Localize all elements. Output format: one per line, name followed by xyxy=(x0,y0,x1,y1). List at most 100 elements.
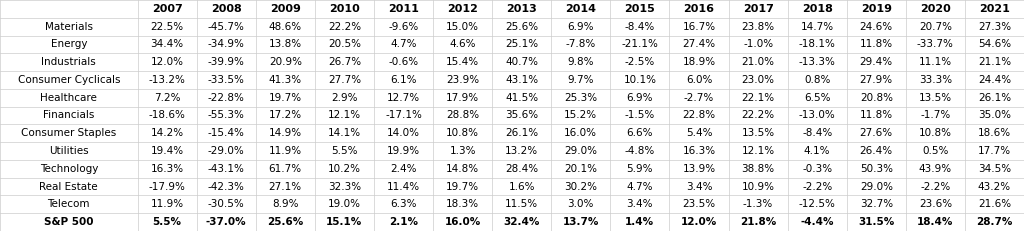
Text: 31.5%: 31.5% xyxy=(858,217,894,227)
Text: -15.4%: -15.4% xyxy=(208,128,245,138)
Text: 5.4%: 5.4% xyxy=(686,128,713,138)
Text: -21.1%: -21.1% xyxy=(622,40,658,49)
Text: 0.8%: 0.8% xyxy=(804,75,830,85)
Text: 10.8%: 10.8% xyxy=(919,128,952,138)
Text: 10.2%: 10.2% xyxy=(328,164,360,174)
Text: 12.7%: 12.7% xyxy=(387,93,420,103)
Text: S&P 500: S&P 500 xyxy=(44,217,93,227)
Text: 12.1%: 12.1% xyxy=(741,146,774,156)
Text: 27.3%: 27.3% xyxy=(978,22,1011,32)
Text: -2.5%: -2.5% xyxy=(625,57,655,67)
Text: 21.1%: 21.1% xyxy=(978,57,1011,67)
Text: Energy: Energy xyxy=(50,40,87,49)
Text: -18.6%: -18.6% xyxy=(148,110,185,121)
Text: -39.9%: -39.9% xyxy=(208,57,245,67)
Text: -9.6%: -9.6% xyxy=(388,22,419,32)
Text: 18.4%: 18.4% xyxy=(918,217,953,227)
Text: 14.9%: 14.9% xyxy=(268,128,302,138)
Text: 27.9%: 27.9% xyxy=(860,75,893,85)
Text: 20.9%: 20.9% xyxy=(268,57,302,67)
Text: 2020: 2020 xyxy=(920,4,950,14)
Text: 4.6%: 4.6% xyxy=(450,40,476,49)
Text: 2.9%: 2.9% xyxy=(331,93,357,103)
Text: 21.0%: 21.0% xyxy=(741,57,774,67)
Text: 26.4%: 26.4% xyxy=(860,146,893,156)
Text: 2.1%: 2.1% xyxy=(389,217,418,227)
Text: 16.3%: 16.3% xyxy=(682,146,716,156)
Text: 26.1%: 26.1% xyxy=(505,128,539,138)
Text: -17.9%: -17.9% xyxy=(148,182,185,191)
Text: 20.8%: 20.8% xyxy=(860,93,893,103)
Text: 30.2%: 30.2% xyxy=(564,182,597,191)
Text: 14.1%: 14.1% xyxy=(328,128,360,138)
Text: 27.4%: 27.4% xyxy=(682,40,716,49)
Text: 41.3%: 41.3% xyxy=(268,75,302,85)
Text: 23.8%: 23.8% xyxy=(741,22,774,32)
Text: 6.9%: 6.9% xyxy=(567,22,594,32)
Text: 22.1%: 22.1% xyxy=(741,93,774,103)
Text: 11.4%: 11.4% xyxy=(387,182,420,191)
Text: 19.7%: 19.7% xyxy=(446,182,479,191)
Text: -30.5%: -30.5% xyxy=(208,199,245,209)
Text: 20.1%: 20.1% xyxy=(564,164,597,174)
Text: 32.4%: 32.4% xyxy=(504,217,540,227)
Text: 2021: 2021 xyxy=(979,4,1010,14)
Text: Real Estate: Real Estate xyxy=(40,182,98,191)
Text: -12.5%: -12.5% xyxy=(799,199,836,209)
Text: -1.5%: -1.5% xyxy=(625,110,655,121)
Text: 20.5%: 20.5% xyxy=(328,40,360,49)
Text: Utilities: Utilities xyxy=(49,146,89,156)
Text: 17.9%: 17.9% xyxy=(446,93,479,103)
Text: 40.7%: 40.7% xyxy=(505,57,539,67)
Text: 2009: 2009 xyxy=(270,4,301,14)
Text: 27.7%: 27.7% xyxy=(328,75,360,85)
Text: -13.3%: -13.3% xyxy=(799,57,836,67)
Text: 19.7%: 19.7% xyxy=(268,93,302,103)
Text: 10.9%: 10.9% xyxy=(741,182,774,191)
Text: -33.7%: -33.7% xyxy=(916,40,953,49)
Text: -8.4%: -8.4% xyxy=(802,128,833,138)
Text: 16.7%: 16.7% xyxy=(682,22,716,32)
Text: -13.2%: -13.2% xyxy=(148,75,185,85)
Text: 25.6%: 25.6% xyxy=(267,217,303,227)
Text: 21.8%: 21.8% xyxy=(740,217,776,227)
Text: 13.5%: 13.5% xyxy=(741,128,774,138)
Text: 29.0%: 29.0% xyxy=(860,182,893,191)
Text: -0.6%: -0.6% xyxy=(388,57,419,67)
Text: 24.4%: 24.4% xyxy=(978,75,1011,85)
Text: 15.2%: 15.2% xyxy=(564,110,597,121)
Text: 11.8%: 11.8% xyxy=(860,40,893,49)
Text: 22.2%: 22.2% xyxy=(328,22,360,32)
Text: 3.4%: 3.4% xyxy=(686,182,713,191)
Text: 23.5%: 23.5% xyxy=(682,199,716,209)
Text: 2.4%: 2.4% xyxy=(390,164,417,174)
Text: 19.0%: 19.0% xyxy=(328,199,360,209)
Text: 4.7%: 4.7% xyxy=(390,40,417,49)
Text: -1.3%: -1.3% xyxy=(743,199,773,209)
Text: 28.4%: 28.4% xyxy=(505,164,539,174)
Text: 11.8%: 11.8% xyxy=(860,110,893,121)
Text: 25.6%: 25.6% xyxy=(505,22,539,32)
Text: 6.3%: 6.3% xyxy=(390,199,417,209)
Text: -2.7%: -2.7% xyxy=(684,93,714,103)
Text: 1.4%: 1.4% xyxy=(626,217,654,227)
Text: 10.1%: 10.1% xyxy=(624,75,656,85)
Text: 16.0%: 16.0% xyxy=(444,217,480,227)
Text: 19.4%: 19.4% xyxy=(151,146,183,156)
Text: 22.5%: 22.5% xyxy=(151,22,183,32)
Text: 2019: 2019 xyxy=(861,4,892,14)
Text: Materials: Materials xyxy=(45,22,93,32)
Text: 23.6%: 23.6% xyxy=(919,199,952,209)
Text: 35.0%: 35.0% xyxy=(978,110,1011,121)
Text: 14.7%: 14.7% xyxy=(801,22,834,32)
Text: 22.2%: 22.2% xyxy=(741,110,774,121)
Text: Telecom: Telecom xyxy=(47,199,90,209)
Text: 2015: 2015 xyxy=(625,4,655,14)
Text: Consumer Cyclicals: Consumer Cyclicals xyxy=(17,75,120,85)
Text: 43.1%: 43.1% xyxy=(505,75,539,85)
Text: 14.0%: 14.0% xyxy=(387,128,420,138)
Text: 50.3%: 50.3% xyxy=(860,164,893,174)
Text: 25.3%: 25.3% xyxy=(564,93,597,103)
Text: 15.1%: 15.1% xyxy=(327,217,362,227)
Text: 5.5%: 5.5% xyxy=(153,217,181,227)
